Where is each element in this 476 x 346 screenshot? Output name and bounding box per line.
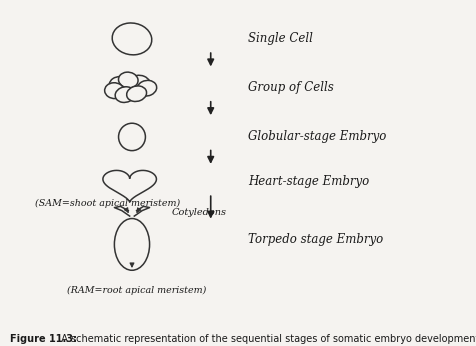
Ellipse shape <box>118 72 138 88</box>
Ellipse shape <box>104 83 124 99</box>
Ellipse shape <box>137 80 156 96</box>
Text: Group of Cells: Group of Cells <box>247 81 333 94</box>
Text: Figure 11.3:: Figure 11.3: <box>10 334 76 344</box>
Text: A schematic representation of the sequential stages of somatic embryo developmen: A schematic representation of the sequen… <box>55 334 476 344</box>
Text: Single Cell: Single Cell <box>247 33 312 45</box>
Text: (SAM=shoot apical meristem): (SAM=shoot apical meristem) <box>35 199 179 208</box>
Ellipse shape <box>130 75 150 91</box>
Ellipse shape <box>119 123 145 151</box>
Text: Cotyledons: Cotyledons <box>171 208 226 217</box>
Ellipse shape <box>114 219 149 270</box>
Text: Heart-stage Embryo: Heart-stage Embryo <box>247 175 368 189</box>
Ellipse shape <box>112 23 151 55</box>
Ellipse shape <box>127 86 146 101</box>
Text: Torpedo stage Embryo: Torpedo stage Embryo <box>247 233 382 246</box>
Ellipse shape <box>109 77 129 92</box>
Text: Globular-stage Embryo: Globular-stage Embryo <box>247 130 386 143</box>
Ellipse shape <box>115 87 135 102</box>
Text: (RAM=root apical meristem): (RAM=root apical meristem) <box>67 286 206 295</box>
